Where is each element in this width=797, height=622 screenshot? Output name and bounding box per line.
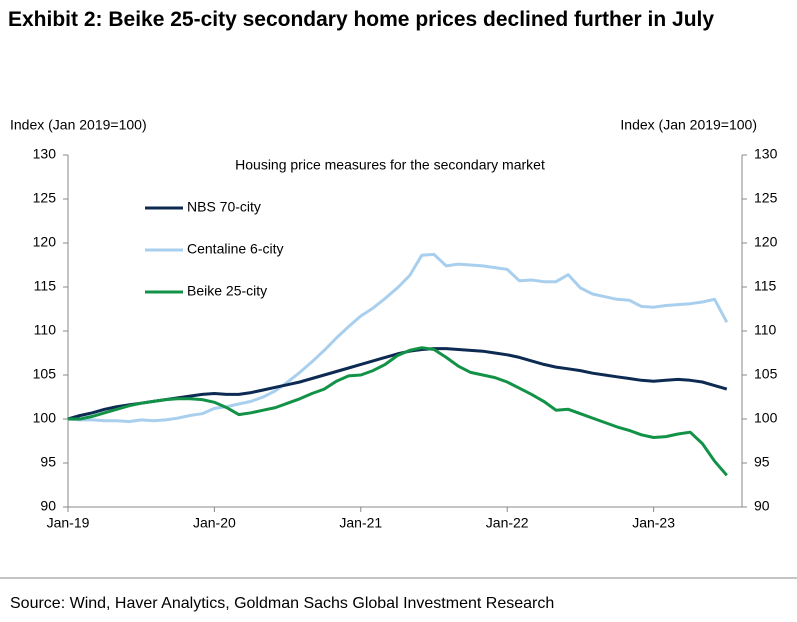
y-tick-label: 105 [33, 366, 57, 382]
y2-axis-label: Index (Jan 2019=100) [620, 117, 757, 133]
series-line [68, 346, 728, 477]
x-tick-label: Jan-23 [632, 515, 675, 531]
series-line [67, 347, 728, 421]
series-line [67, 252, 729, 424]
y2-tick-label: 115 [754, 278, 777, 294]
y-tick-label: 90 [40, 498, 56, 514]
y2-tick-label: 105 [754, 366, 778, 382]
y-tick-label: 130 [33, 146, 57, 162]
legend-label: Beike 25-city [187, 283, 267, 299]
y-axis-label: Index (Jan 2019=100) [10, 117, 147, 133]
source: Source: Wind, Haver Analytics, Goldman S… [10, 595, 554, 612]
x-tick-label: Jan-21 [339, 515, 382, 531]
y2-tick-label: 95 [754, 454, 770, 470]
x-tick-label: Jan-22 [486, 515, 529, 531]
annotation: Housing price measures for the secondary… [235, 157, 545, 173]
y2-tick-label: 110 [754, 322, 777, 338]
y2-tick-label: 130 [754, 146, 778, 162]
chart-title: Exhibit 2: Beike 25-city secondary home … [8, 8, 715, 31]
y-tick-label: 95 [40, 454, 56, 470]
y-tick-label: 115 [34, 278, 57, 294]
y2-tick-label: 125 [754, 190, 778, 206]
y-tick-label: 110 [34, 322, 57, 338]
y2-tick-label: 90 [754, 498, 770, 514]
x-tick-label: Jan-19 [47, 515, 90, 531]
y-tick-label: 125 [33, 190, 57, 206]
legend-label: Centaline 6-city [187, 241, 284, 257]
x-tick-label: Jan-20 [193, 515, 236, 531]
y2-tick-label: 120 [754, 234, 778, 250]
y-tick-label: 120 [33, 234, 57, 250]
y-tick-label: 100 [33, 410, 57, 426]
legend-label: NBS 70-city [187, 199, 261, 215]
y2-tick-label: 100 [754, 410, 778, 426]
